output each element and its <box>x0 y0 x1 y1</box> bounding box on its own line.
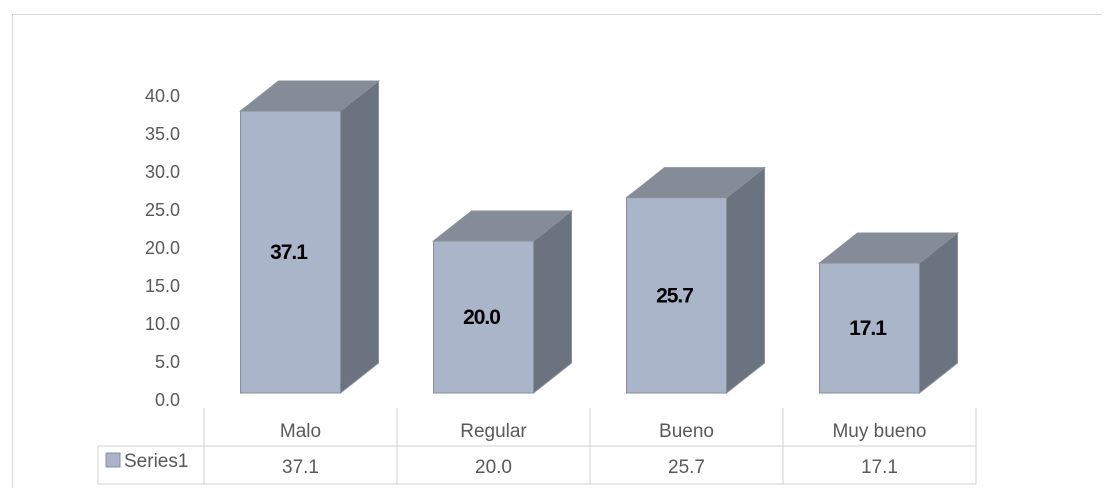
bar-side-face <box>533 209 572 395</box>
table-value: 17.1 <box>861 457 898 478</box>
y-tick-label: 5.0 <box>155 352 180 372</box>
data-label: 17.1 <box>849 317 887 340</box>
bar-bueno: 25.7 <box>625 166 766 395</box>
category-label: Malo <box>280 421 321 442</box>
y-tick-label: 35.0 <box>145 124 180 144</box>
y-tick-label: 25.0 <box>145 200 180 220</box>
category-label: Bueno <box>659 421 714 442</box>
y-tick-label: 40.0 <box>145 86 180 106</box>
y-axis: 0.0 5.0 10.0 15.0 20.0 25.0 30.0 35.0 40.0 <box>145 86 180 410</box>
data-label: 25.7 <box>656 284 693 307</box>
data-table: Malo Regular Bueno Muy bueno Series1 37.1 20.0… <box>97 408 977 485</box>
category-label: Regular <box>460 421 527 442</box>
bar-front-face <box>240 110 341 394</box>
y-tick-label: 0.0 <box>155 390 180 410</box>
legend-key-icon <box>105 452 121 468</box>
bar-front-face <box>819 262 920 394</box>
category-label: Muy bueno <box>832 421 926 442</box>
bar-front-face <box>626 197 727 394</box>
data-label: 20.0 <box>463 306 500 329</box>
bar-malo: 37.1 <box>239 80 380 395</box>
table-value: 37.1 <box>282 457 319 478</box>
y-tick-label: 30.0 <box>145 162 180 182</box>
series-name: Series1 <box>124 451 188 472</box>
data-label: 37.1 <box>270 241 308 264</box>
bar-side-face <box>340 80 379 395</box>
bar-side-face <box>726 166 765 395</box>
y-tick-label: 10.0 <box>145 314 180 334</box>
y-tick-label: 15.0 <box>145 276 180 296</box>
bar-muy-bueno: 17.1 <box>818 232 959 395</box>
bar-front-face <box>433 240 534 394</box>
bar-regular: 20.0 <box>432 209 573 395</box>
bars: 37.1 20.0 25.7 17.1 <box>239 80 959 395</box>
chart-frame <box>12 14 1102 488</box>
table-value: 25.7 <box>668 457 705 478</box>
table-value: 20.0 <box>475 457 512 478</box>
y-tick-label: 20.0 <box>145 238 180 258</box>
